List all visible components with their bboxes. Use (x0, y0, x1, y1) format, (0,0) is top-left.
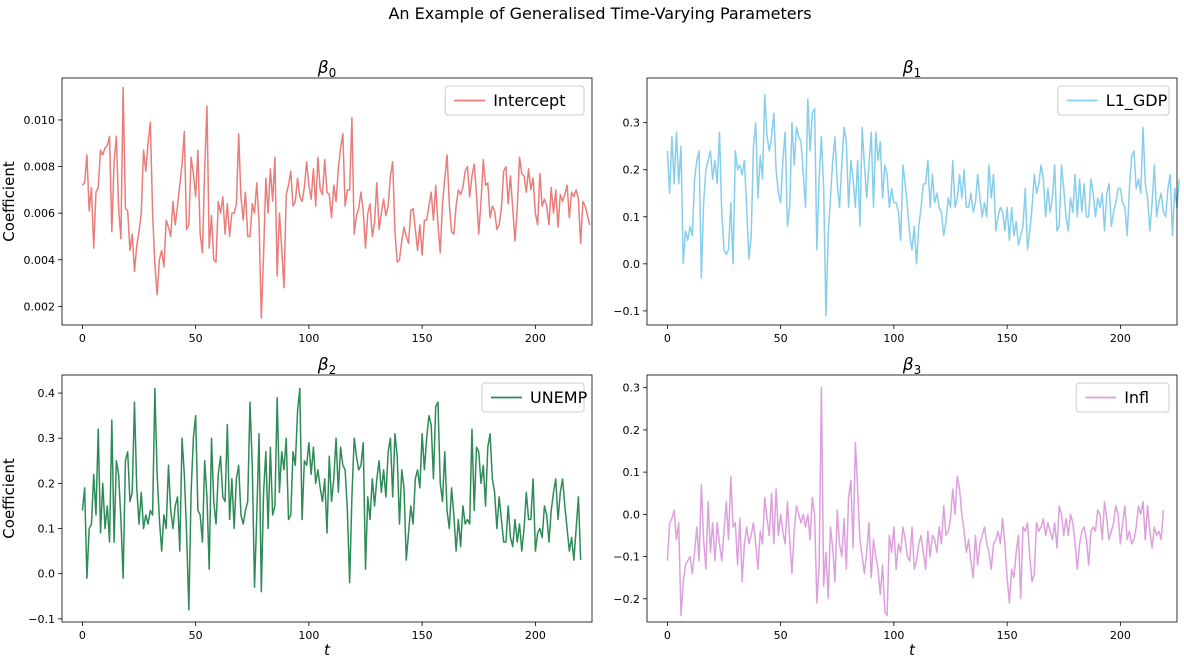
subplot-title-base: β (902, 355, 914, 375)
y-tick-label: 0.0 (623, 258, 641, 271)
y-tick-label: 0.010 (24, 114, 56, 127)
y-tick-label: −0.1 (28, 613, 55, 626)
legend: Intercept (444, 85, 585, 116)
subplot-title: β2 (317, 355, 337, 377)
subplot-title-subscript: 0 (329, 66, 337, 80)
x-tick-label: 50 (774, 332, 788, 345)
legend: UNEMP (481, 382, 588, 413)
subplot-0: β00 50 100 150 2000.0020.0040.0060.0080.010C… (0, 58, 593, 345)
legend-label: UNEMP (530, 388, 588, 407)
y-tick-label: 0.002 (24, 300, 56, 313)
subplot-grid: β00 50 100 150 2000.0020.0040.0060.0080.010C… (0, 58, 1181, 659)
x-tick-label: 50 (189, 332, 203, 345)
figure-title: An Example of Generalised Time-Varying P… (388, 4, 811, 23)
legend: Infl (1075, 382, 1170, 413)
legend: L1_GDP (1057, 85, 1170, 116)
x-tick-label: 50 (774, 629, 788, 642)
x-tick-label: 200 (1110, 332, 1131, 345)
series-line-l1_gdp (666, 93, 1181, 317)
x-tick-label: 100 (298, 629, 319, 642)
legend-box (1075, 382, 1170, 413)
legend-box (481, 382, 585, 413)
y-tick-label: −0.2 (613, 593, 640, 606)
x-tick-label: 150 (412, 629, 433, 642)
x-tick-label: 100 (298, 332, 319, 345)
x-tick-label: 100 (883, 332, 904, 345)
legend-label: Intercept (493, 91, 565, 110)
y-tick-label: 0.2 (38, 477, 56, 490)
x-tick-label: 150 (412, 332, 433, 345)
x-axis-label: t (909, 641, 916, 659)
x-tick-label: 0 (79, 629, 86, 642)
subplot-title-subscript: 3 (914, 363, 922, 377)
y-tick-label: 0.1 (623, 466, 641, 479)
y-tick-label: 0.3 (38, 432, 56, 445)
x-tick-label: 200 (525, 332, 546, 345)
x-axis-label: t (324, 641, 331, 659)
subplot-1: β1 0 50 100 150 200 −0.1 0.0 0.1 0.2 0.3 L1_GDP (613, 58, 1181, 345)
subplot-title-subscript: 1 (914, 66, 922, 80)
axes-frame (646, 374, 1178, 623)
legend-label: Infl (1124, 388, 1149, 407)
y-tick-label: 0.3 (623, 382, 641, 395)
axes-frame (646, 77, 1178, 326)
subplot-title-base: β (902, 58, 914, 78)
y-tick-label: 0.1 (38, 523, 56, 536)
x-tick-label: 0 (664, 629, 671, 642)
subplot-title-base: β (317, 58, 329, 78)
axes-frame (61, 374, 593, 623)
y-tick-label: 0.2 (623, 424, 641, 437)
y-tick-label: 0.3 (623, 117, 641, 130)
y-tick-label: 0.008 (24, 161, 56, 174)
y-tick-label: 0.2 (623, 164, 641, 177)
y-tick-label: 0.1 (623, 211, 641, 224)
series-line-infl (666, 386, 1165, 617)
subplot-3: β3 0 50 100 150 200 −0.2 −0.1 0.0 0.1 0.2 0.3 t Infl (613, 355, 1178, 659)
series-line-intercept (81, 86, 591, 319)
y-tick-label: 0.4 (38, 387, 56, 400)
y-tick-label: −0.1 (613, 551, 640, 564)
legend-label: L1_GDP (1106, 91, 1168, 111)
x-tick-label: 100 (883, 629, 904, 642)
y-axis-label: Coefficient (0, 458, 18, 539)
subplot-title-base: β (317, 355, 329, 375)
subplot-title: β0 (317, 58, 337, 80)
y-tick-label: 0.004 (24, 254, 56, 267)
x-tick-label: 150 (997, 629, 1018, 642)
axes-frame (61, 77, 593, 326)
y-tick-label: 0.006 (24, 207, 56, 220)
y-tick-label: 0.0 (38, 568, 56, 581)
y-tick-label: 0.0 (623, 508, 641, 521)
x-tick-label: 50 (189, 629, 203, 642)
x-tick-label: 0 (664, 332, 671, 345)
legend-box (444, 85, 585, 116)
x-tick-label: 150 (997, 332, 1018, 345)
subplot-title: β3 (902, 355, 922, 377)
x-tick-label: 200 (525, 629, 546, 642)
legend-box (1057, 85, 1170, 116)
subplot-title-subscript: 2 (329, 363, 337, 377)
series-line-unemp (81, 387, 582, 611)
y-axis-label: Coefficient (0, 161, 18, 242)
x-tick-label: 0 (79, 332, 86, 345)
y-tick-label: −0.1 (613, 305, 640, 318)
subplot-title: β1 (902, 58, 922, 80)
x-tick-label: 200 (1110, 629, 1131, 642)
subplot-2: β2 0 50 100 150 200 −0.1 0.0 0.1 0.2 0.3 0.4 Coeffic… (0, 355, 593, 659)
